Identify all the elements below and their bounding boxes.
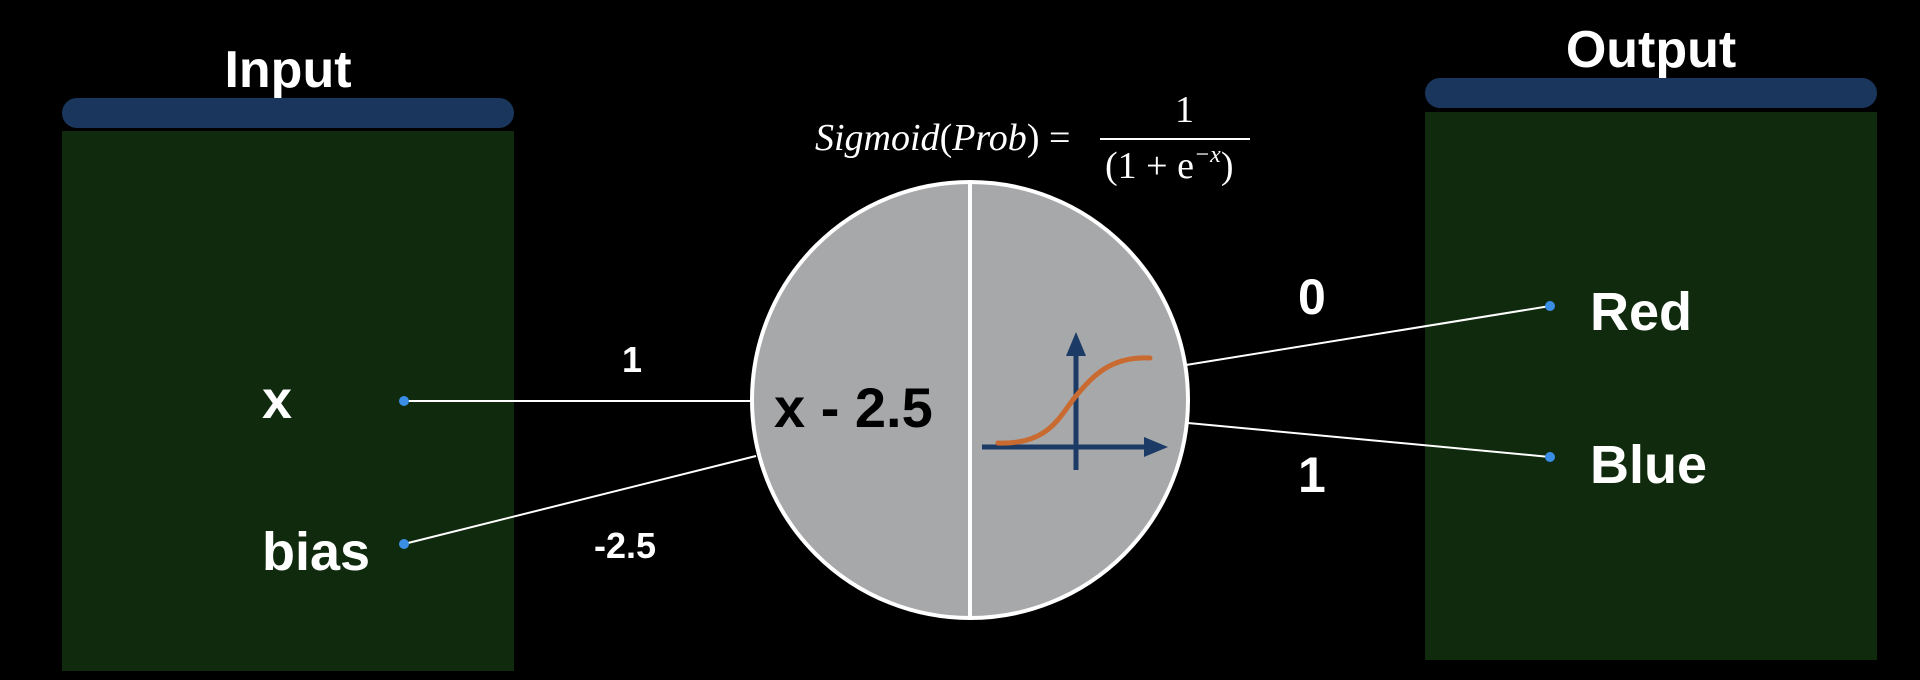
output-panel-title: Output bbox=[1565, 21, 1737, 79]
sigmoid-formula: Sigmoid(Prob) = 1 (1 + e−x) bbox=[810, 88, 1260, 188]
sigmoid-curve-icon bbox=[982, 332, 1168, 470]
edge-bias-to-neuron bbox=[403, 455, 757, 545]
formula-equals: = bbox=[1048, 117, 1071, 159]
output-node-blue-label: Blue bbox=[1590, 435, 1708, 495]
formula-den-close: ) bbox=[1220, 145, 1234, 187]
formula-fraction-bar bbox=[1100, 138, 1250, 140]
edge-bias-weight-label: -2.5 bbox=[594, 525, 657, 566]
formula-den-exp: −x bbox=[1193, 142, 1221, 168]
edge-neuron-to-red bbox=[1185, 305, 1551, 366]
formula-arg: Prob bbox=[952, 117, 1027, 159]
edge-blue-value-label: 1 bbox=[1298, 447, 1326, 503]
formula-func: Sigmoid bbox=[815, 117, 940, 159]
node-dot-x bbox=[399, 396, 409, 406]
edge-red-value-label: 0 bbox=[1298, 269, 1326, 325]
node-dot-bias bbox=[399, 539, 409, 549]
edge-neuron-to-blue bbox=[1187, 422, 1551, 458]
input-node-x-label: x bbox=[262, 370, 293, 430]
formula-den-base: (1 + e bbox=[1105, 145, 1194, 187]
neuron-linear-expression: x - 2.5 bbox=[774, 376, 933, 439]
output-node-red-label: Red bbox=[1590, 282, 1693, 342]
output-panel-header-bar bbox=[1425, 78, 1877, 108]
input-node-bias-label: bias bbox=[262, 522, 371, 582]
input-panel-title: Input bbox=[224, 41, 352, 99]
formula-numerator: 1 bbox=[1175, 89, 1194, 131]
node-dot-red bbox=[1545, 301, 1555, 311]
formula-denominator: (1 + e−x) bbox=[1105, 142, 1233, 188]
node-dot-blue bbox=[1545, 452, 1555, 462]
edge-x-weight-label: 1 bbox=[622, 339, 643, 380]
output-panel bbox=[1425, 112, 1877, 660]
input-panel-header-bar bbox=[62, 98, 514, 128]
formula-lhs: Sigmoid(Prob) = bbox=[815, 117, 1071, 159]
